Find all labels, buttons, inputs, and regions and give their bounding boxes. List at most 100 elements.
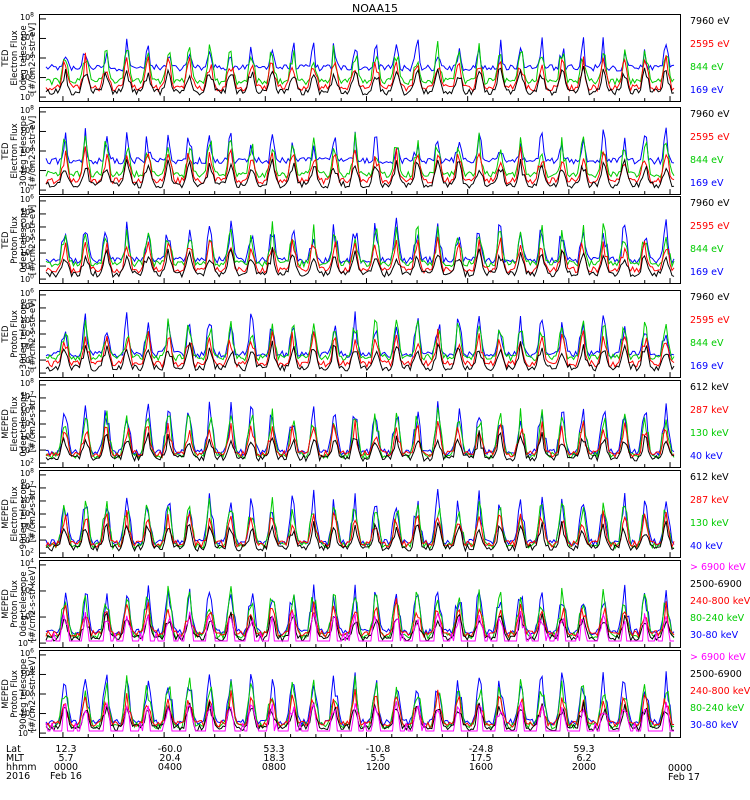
- footer-date: [554, 772, 614, 781]
- y-tick-label: 100: [19, 91, 34, 102]
- panel-7-legend: > 6900 keV 2500-6900 240-800 keV 80-240 keV…: [690, 560, 750, 648]
- y-tick-label: 106: [19, 404, 34, 415]
- panel-5-plot: [39, 380, 681, 468]
- y-tick-label: 106: [19, 193, 34, 204]
- time-axis-footer: Lat MLT hhmm 2016 12.3 5.7 0000 Feb 16 -60.0 20.4…: [0, 745, 750, 800]
- legend-entry: > 6900 keV: [690, 562, 746, 573]
- footer-column: -60.0 20.4 0400: [140, 745, 200, 781]
- series-line: [45, 689, 675, 728]
- y-tick-label: 104: [19, 557, 34, 568]
- legend-entry: 2595 eV: [690, 39, 730, 50]
- legend-entry: 844 eV: [690, 244, 724, 255]
- y-tick-label: 100: [19, 610, 34, 622]
- panel-7-plot: [39, 560, 681, 648]
- footer-lat: 12.3: [55, 744, 77, 755]
- y-tick-label: 106: [19, 647, 34, 658]
- ylabel-line: [#/cm2-s-str-keV]: [27, 566, 38, 642]
- y-tick-label: 105: [19, 507, 34, 518]
- legend-entry: 844 eV: [690, 338, 724, 349]
- footer-end-hhmm: 0000: [668, 763, 693, 774]
- series-line: [45, 132, 675, 179]
- legend-entry: 287 keV: [690, 495, 729, 506]
- panel-7-series: [40, 564, 675, 647]
- legend-entry: 844 eV: [690, 155, 724, 166]
- panel-2-series: [40, 111, 675, 194]
- y-tick-label: 102: [19, 340, 34, 352]
- footer-lat: -60.0: [157, 744, 183, 755]
- legend-entry: 80-240 keV: [690, 703, 745, 714]
- legend-entry: 40 keV: [690, 541, 723, 552]
- series-line: [45, 41, 675, 86]
- y-tick-label: 106: [19, 31, 34, 42]
- y-tick-label: 104: [19, 220, 34, 231]
- footer-row-label: 2016: [6, 771, 31, 782]
- legend-entry: 240-800 keV: [690, 596, 750, 607]
- panel-3-plot: [39, 196, 681, 284]
- footer-hhmm: 0400: [157, 762, 183, 773]
- y-tick-label: 108: [19, 104, 34, 115]
- footer-date: [244, 772, 304, 781]
- footer-row-label: Lat: [6, 744, 21, 755]
- series-line: [45, 158, 675, 189]
- footer-mlt: 20.4: [159, 753, 181, 764]
- series-line: [45, 610, 675, 642]
- footer-mlt: 5.7: [58, 753, 74, 764]
- panel-8-series: [40, 654, 675, 737]
- legend-entry: 2500-6900: [690, 579, 742, 590]
- footer-mlt: 6.2: [576, 753, 592, 764]
- panel-1-plot: [39, 14, 681, 102]
- series-line: [45, 497, 675, 551]
- panel-4-legend: 7960 eV 2595 eV 844 eV 169 eV: [690, 290, 750, 378]
- series-line: [45, 585, 675, 641]
- footer-mlt: 17.5: [470, 753, 492, 764]
- y-tick-label: 105: [19, 300, 34, 312]
- legend-entry: 7960 eV: [690, 109, 730, 120]
- y-tick-label: 108: [19, 467, 34, 478]
- footer-hhmm: 2000: [571, 762, 597, 773]
- panel-3-legend: 7960 eV 2595 eV 844 eV 169 eV: [690, 196, 750, 284]
- panel-6-legend: 612 keV 287 keV 130 keV 40 keV: [690, 470, 750, 558]
- y-tick-label: 101: [19, 260, 34, 271]
- y-tick-label: 105: [19, 417, 34, 428]
- panel-1-series: [40, 18, 675, 101]
- footer-lat: 53.3: [263, 744, 285, 755]
- y-tick-label: 103: [19, 233, 34, 244]
- legend-entry: 30-80 keV: [690, 630, 739, 641]
- y-tick-label: 104: [19, 430, 34, 442]
- y-tick-label: 102: [19, 246, 34, 258]
- legend-entry: 169 eV: [690, 178, 724, 189]
- panel-6-plot: [39, 470, 681, 558]
- y-tick-label: 104: [19, 520, 34, 532]
- footer-column: 12.3 5.7 0000 Feb 16: [36, 744, 96, 782]
- footer-hhmm: 0800: [261, 762, 287, 773]
- footer-date: [348, 772, 408, 781]
- legend-entry: 7960 eV: [690, 198, 730, 209]
- legend-entry: 7960 eV: [690, 16, 730, 27]
- y-tick-label: 108: [19, 377, 34, 388]
- legend-entry: 169 eV: [690, 267, 724, 278]
- series-line: [45, 65, 675, 97]
- footer-row-label: hhmm: [6, 762, 37, 773]
- footer-date: [451, 772, 511, 781]
- footer-hhmm: 1600: [468, 762, 494, 773]
- panel-2-plot: [39, 107, 681, 195]
- legend-entry: 40 keV: [690, 451, 723, 462]
- series-line: [45, 247, 675, 279]
- footer-lat: 59.3: [573, 744, 595, 755]
- footer-mlt: 5.5: [370, 753, 386, 764]
- y-tick-label: 102: [19, 71, 34, 82]
- panel-4-plot: [39, 290, 681, 378]
- series-line: [45, 37, 675, 72]
- legend-entry: 130 keV: [690, 518, 729, 529]
- series-line: [45, 311, 675, 359]
- y-tick-label: 105: [19, 206, 34, 218]
- y-tick-label: 104: [19, 51, 34, 62]
- y-tick-label: 101: [19, 354, 34, 365]
- legend-entry: 80-240 keV: [690, 613, 745, 624]
- series-line: [45, 430, 675, 463]
- legend-entry: 240-800 keV: [690, 686, 750, 697]
- legend-entry: 130 keV: [690, 428, 729, 439]
- y-tick-label: 108: [19, 11, 34, 22]
- y-tick-label: 107: [19, 390, 34, 402]
- legend-entry: 287 keV: [690, 405, 729, 416]
